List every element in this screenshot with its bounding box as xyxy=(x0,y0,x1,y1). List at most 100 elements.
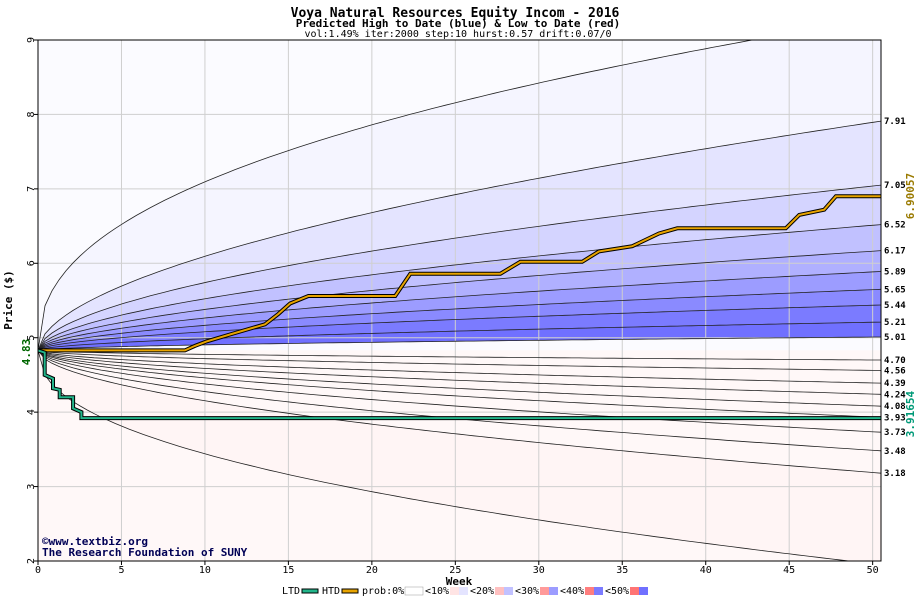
band-end-value: 3.73 xyxy=(884,428,906,438)
band-end-value: 5.01 xyxy=(884,333,906,343)
x-axis: 0 5 10 15 20 25 30 35 40 45 50 xyxy=(35,561,879,576)
band-top-region xyxy=(38,40,881,351)
x-tick-label: 40 xyxy=(700,565,712,576)
x-axis-label: Week xyxy=(446,575,473,588)
band-boundary-line xyxy=(38,336,881,351)
band-bottom-region xyxy=(38,350,881,561)
htd-end-label: 6.90057 xyxy=(904,173,917,219)
legend-swatch-low xyxy=(540,587,549,595)
grid-lines xyxy=(38,40,881,561)
band-end-value: 4.08 xyxy=(884,402,906,412)
band-boundary-line xyxy=(38,350,881,433)
legend-swatch-low xyxy=(585,587,594,595)
band-end-value: 3.18 xyxy=(884,469,906,479)
band-boundary-line xyxy=(38,40,755,351)
legend-label: HTD xyxy=(322,586,340,597)
y-tick-label: 9 xyxy=(26,37,37,43)
legend-swatch-high xyxy=(504,587,513,595)
series-line-htd xyxy=(38,195,881,352)
band-end-value: 5.65 xyxy=(884,285,906,295)
band-high xyxy=(38,250,881,351)
legend-label: prob:0% xyxy=(362,586,404,597)
band-high xyxy=(38,305,881,351)
band-boundary-line xyxy=(38,350,881,384)
band-end-value: 7.05 xyxy=(884,181,906,191)
y-tick-label: 7 xyxy=(26,186,37,192)
band-boundary-line xyxy=(38,321,881,351)
band-boundary-line xyxy=(38,350,853,561)
y-axis: 2 3 4 5 6 7 8 9 xyxy=(26,37,38,564)
y-axis-label: Price ($) xyxy=(2,270,15,330)
x-tick-label: 0 xyxy=(35,565,41,576)
band-boundary-line xyxy=(38,304,881,351)
legend-swatch-high xyxy=(639,587,648,595)
band-high xyxy=(38,185,881,351)
legend-label: <50% xyxy=(605,586,629,597)
band-boundary-line xyxy=(38,288,881,351)
legend-label: <20% xyxy=(470,586,494,597)
band-boundary-line xyxy=(38,271,881,351)
band-high xyxy=(38,40,881,351)
band-boundary-line xyxy=(38,224,881,351)
x-tick-label: 30 xyxy=(533,565,545,576)
legend-swatch-low xyxy=(630,587,639,595)
watermark-line-2: The Research Foundation of SUNY xyxy=(42,546,248,559)
band-end-value: 4.39 xyxy=(884,379,906,389)
band-end-value: 5.21 xyxy=(884,318,906,328)
band-boundary-line xyxy=(38,350,881,418)
x-tick-label: 25 xyxy=(449,565,461,576)
watermark-line-1: ©www.textbiz.org xyxy=(42,535,148,548)
x-tick-label: 10 xyxy=(199,565,211,576)
band-end-value: 6.52 xyxy=(884,221,906,231)
plot-frame xyxy=(37,39,882,562)
band-end-value: 5.89 xyxy=(884,267,906,277)
series-lines xyxy=(38,194,881,421)
y-tick-label: 8 xyxy=(26,111,37,117)
y-tick-label: 5 xyxy=(26,335,37,341)
band-end-value: 7.91 xyxy=(884,117,906,127)
band-high xyxy=(38,322,881,351)
legend-label: LTD xyxy=(282,586,300,597)
x-tick-label: 5 xyxy=(118,565,124,576)
y-tick-label: 6 xyxy=(26,260,37,266)
band-end-value: 4.56 xyxy=(884,366,906,376)
band-boundary-line xyxy=(38,184,881,351)
band-boundary-line xyxy=(38,350,881,395)
x-tick-label: 45 xyxy=(783,565,795,576)
start-price-label: 4.83 xyxy=(20,339,33,366)
legend-swatch-high xyxy=(549,587,558,595)
series-line-ltd xyxy=(38,349,881,420)
band-end-value: 3.48 xyxy=(884,447,906,457)
band-boundary-line xyxy=(38,350,881,361)
band-boundary-line xyxy=(38,350,881,407)
band-end-labels: 7.91 7.05 6.52 6.17 5.89 5.65 5.44 5.21 5.01 4.70… xyxy=(884,117,906,479)
legend-label: <40% xyxy=(560,586,584,597)
band-high xyxy=(38,121,881,351)
band-boundary-line xyxy=(38,350,881,474)
chart-title: Voya Natural Resources Equity Incom - 20… xyxy=(291,6,620,21)
band-end-value: 3.93 xyxy=(884,413,906,423)
legend-label: <30% xyxy=(515,586,539,597)
band-boundaries xyxy=(38,40,881,561)
chart-params: vol:1.49% iter:2000 step:10 hurst:0.57 d… xyxy=(304,29,611,40)
band-high xyxy=(38,337,881,351)
ltd-end-label: 3.91654 xyxy=(904,390,917,437)
legend-label: <10% xyxy=(425,586,449,597)
legend-swatch-low xyxy=(450,587,459,595)
x-tick-label: 15 xyxy=(282,565,294,576)
band-high xyxy=(38,224,881,351)
x-tick-label: 50 xyxy=(867,565,879,576)
legend: LTD HTD prob:0% <10% <20% <30% <40% <50% xyxy=(282,586,648,597)
legend-swatch-low xyxy=(495,587,504,595)
legend-swatch-htd xyxy=(341,588,359,594)
x-tick-label: 35 xyxy=(616,565,628,576)
probability-bands xyxy=(38,40,881,561)
x-tick-label: 20 xyxy=(366,565,378,576)
band-high xyxy=(38,289,881,351)
band-high xyxy=(38,271,881,351)
legend-swatch-high xyxy=(594,587,603,595)
band-end-value: 6.17 xyxy=(884,247,906,257)
legend-swatch-ltd xyxy=(301,588,319,594)
band-boundary-line xyxy=(38,120,881,351)
